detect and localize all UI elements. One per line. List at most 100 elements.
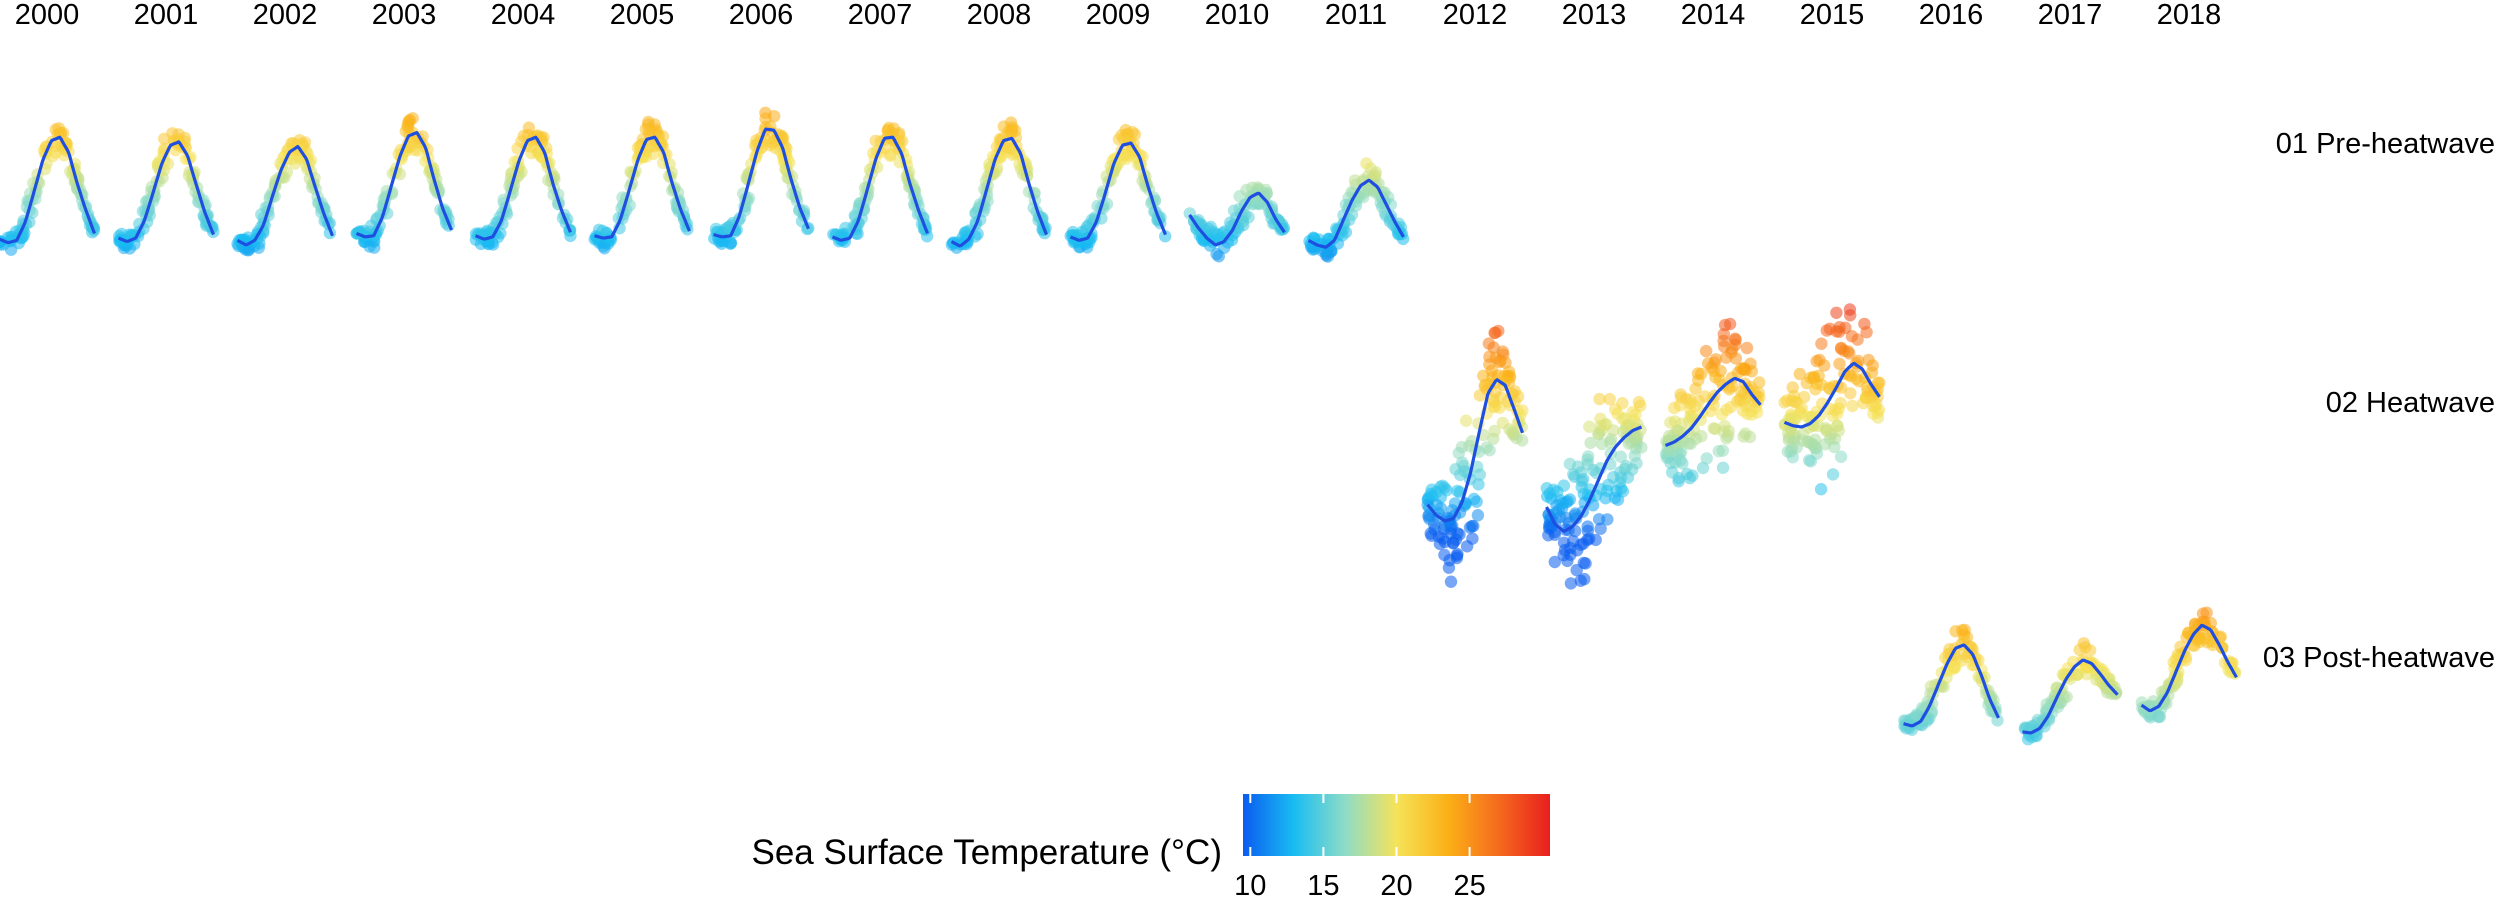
year-label-2012: 2012 <box>1443 0 1508 31</box>
sst-point <box>1793 367 1807 381</box>
sst-point <box>2200 606 2213 619</box>
sst-point <box>1672 424 1685 437</box>
year-label-2013: 2013 <box>1562 0 1627 31</box>
legend-tick-label: 20 <box>1380 870 1412 902</box>
sst-point <box>1623 419 1637 432</box>
sst-point <box>1826 468 1840 481</box>
sst-point <box>1575 474 1588 488</box>
sst-point <box>1723 383 1736 396</box>
sst-point <box>1603 436 1617 449</box>
sst-point <box>1502 365 1516 378</box>
sst-point <box>161 157 175 170</box>
sst-point <box>1603 392 1616 406</box>
sst-point <box>1844 387 1857 400</box>
sst-point <box>1583 420 1596 433</box>
sst-point <box>768 110 781 123</box>
sst-point <box>1459 414 1473 427</box>
sst-point <box>1682 437 1695 450</box>
sst-point <box>1866 359 1880 372</box>
sst-point <box>1696 461 1710 475</box>
period-label-2: 02 Heatwave <box>2326 387 2495 419</box>
sst-point <box>1594 522 1607 535</box>
panel-2006 <box>708 106 815 250</box>
smooth-trend-line <box>1426 378 1525 523</box>
sst-point <box>1744 357 1757 370</box>
sst-point <box>1820 423 1834 437</box>
sst-point <box>1835 341 1848 355</box>
sst-point <box>1424 527 1437 540</box>
sst-point <box>1438 548 1451 562</box>
panel-2004 <box>469 121 577 251</box>
panel-2012 <box>1421 324 1529 588</box>
smooth-trend-line <box>236 145 334 247</box>
sst-point <box>288 157 302 170</box>
year-strip-labels: 2000 2001 2002 2003 2004 2005 2006 2007 2008 2009… <box>15 0 2222 31</box>
sst-point <box>869 134 882 147</box>
sst-point <box>1843 303 1857 316</box>
facet-panels <box>0 106 2242 746</box>
smooth-trend-line <box>1664 376 1762 447</box>
sst-point <box>588 233 601 246</box>
sst-point <box>1548 555 1562 569</box>
sst-point <box>1797 390 1811 404</box>
sst-point <box>1750 406 1764 419</box>
sst-point <box>1208 228 1222 241</box>
sst-point <box>2090 673 2103 686</box>
year-label-2016: 2016 <box>1919 0 1984 31</box>
smooth-trend-line <box>2140 623 2238 713</box>
sst-point <box>511 142 524 155</box>
sst-point <box>1487 395 1501 409</box>
legend-title: Sea Surface Temperature (°C) <box>751 833 1222 872</box>
sst-point <box>1956 624 1969 637</box>
panel-2009 <box>1064 123 1172 254</box>
sst-point <box>1542 529 1555 542</box>
sst-point <box>1616 397 1629 410</box>
sst-point <box>365 219 378 232</box>
sst-point <box>1815 337 1828 350</box>
sst-point <box>1451 484 1464 498</box>
panel-2007 <box>827 121 934 248</box>
panel-2016 <box>1898 623 2004 736</box>
sst-point <box>1814 483 1828 496</box>
smooth-trend-line <box>0 135 96 245</box>
sst-point <box>1574 538 1588 551</box>
period-label-3: 03 Post-heatwave <box>2263 642 2495 674</box>
sst-point <box>1478 380 1492 393</box>
sst-point <box>1430 485 1443 499</box>
sst-point <box>1593 392 1606 406</box>
sst-point <box>1700 452 1713 465</box>
sst-point <box>1740 341 1754 355</box>
sst-point <box>1240 183 1253 197</box>
sst-point <box>158 132 171 145</box>
sst-point <box>1868 400 1882 413</box>
panel-2000 <box>0 122 101 256</box>
year-label-2010: 2010 <box>1205 0 1270 31</box>
sst-point <box>1212 250 1226 263</box>
sst-point <box>1857 396 1870 410</box>
sst-point <box>1832 402 1845 415</box>
sst-point <box>1600 418 1613 431</box>
sst-point <box>1818 438 1832 451</box>
sst-point <box>1569 512 1583 525</box>
sst-point <box>1958 633 1971 646</box>
sst-point <box>1357 186 1370 200</box>
panel-2008 <box>945 116 1052 254</box>
smooth-trend-line <box>1903 643 2000 728</box>
smooth-trend-line <box>2022 658 2119 735</box>
sst-point <box>1442 561 1456 574</box>
sst-point <box>1707 422 1721 435</box>
sst-point <box>1423 512 1436 526</box>
sst-point <box>1348 174 1362 187</box>
smooth-trend-line <box>831 135 929 242</box>
sst-point <box>1720 403 1733 416</box>
sst-point <box>363 240 376 253</box>
sst-point <box>997 120 1010 133</box>
year-label-2000: 2000 <box>15 0 80 31</box>
sst-point <box>1834 450 1848 463</box>
period-label-1: 01 Pre-heatwave <box>2276 128 2495 160</box>
panel-2018 <box>2135 606 2242 724</box>
period-strip-labels: 01 Pre-heatwave 02 Heatwave 03 Post-heatwa… <box>2263 128 2495 674</box>
sst-point <box>49 139 62 153</box>
sst-point <box>1625 435 1638 449</box>
